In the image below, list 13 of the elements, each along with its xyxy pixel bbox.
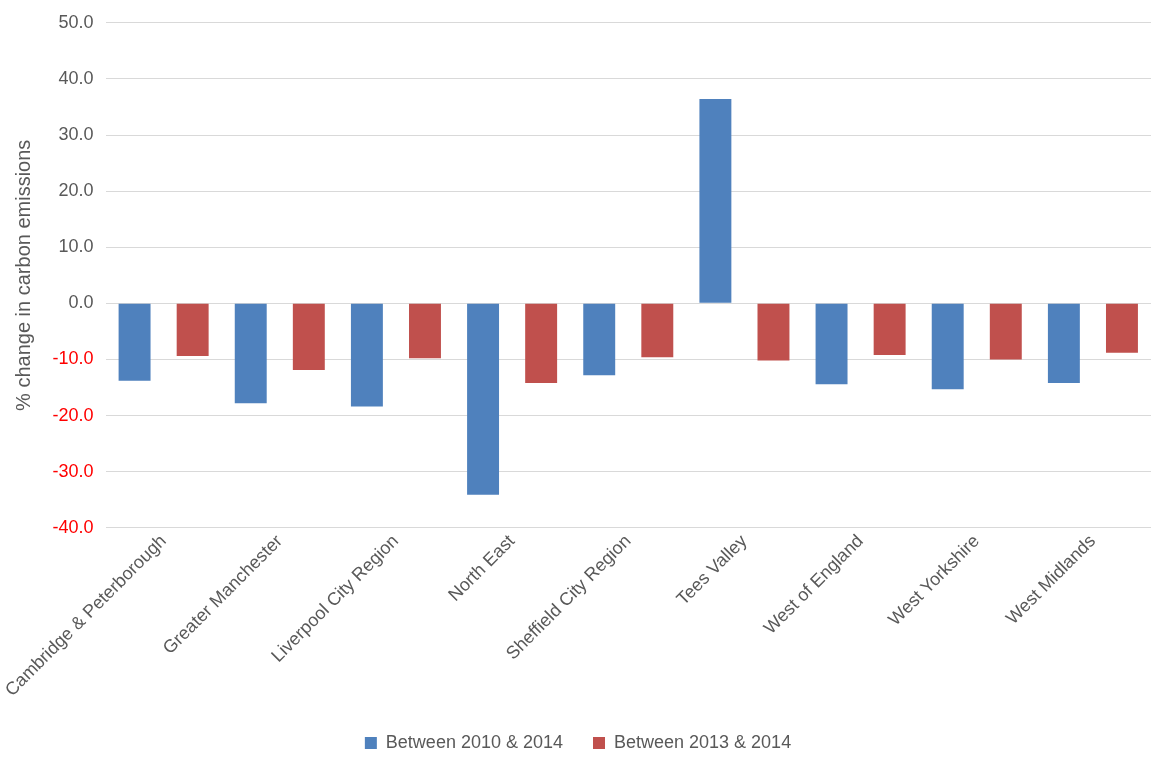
y-tick-label: 0.0 [68,292,94,313]
y-tick-label: -20.0 [52,404,94,425]
y-tick-label: 50.0 [58,11,94,32]
legend-label: Between 2010 & 2014 [385,731,564,752]
y-axis-title: % change in carbon emissions [12,139,35,411]
y-tick-label: -30.0 [52,460,94,481]
y-tick-label: 10.0 [58,236,94,257]
y-tick-label: -40.0 [52,516,94,537]
y-tick-label: 40.0 [58,67,94,88]
y-tick-label: 20.0 [58,180,94,201]
y-tick-label: -10.0 [52,348,94,369]
y-tick-label: 30.0 [58,123,94,144]
legend-label: Between 2013 & 2014 [614,731,792,752]
